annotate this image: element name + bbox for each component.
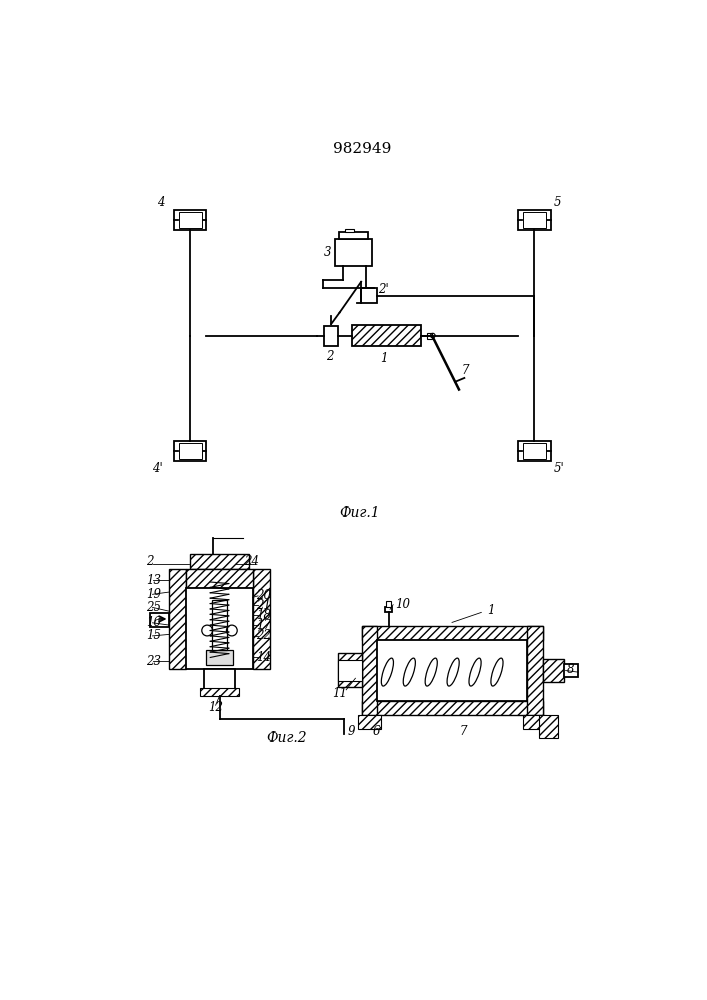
Text: 2: 2: [326, 350, 333, 363]
Bar: [361, 626, 542, 640]
Bar: [150, 613, 170, 627]
Text: Фиг.2: Фиг.2: [266, 731, 307, 745]
Text: Фиг.1: Фиг.1: [339, 506, 380, 520]
Text: 18: 18: [257, 609, 271, 622]
Text: 1: 1: [486, 604, 494, 617]
Bar: [206, 650, 233, 665]
Text: 10: 10: [395, 598, 409, 611]
Bar: [200, 688, 239, 696]
Bar: [361, 701, 542, 715]
Bar: [179, 212, 201, 228]
Bar: [190, 554, 249, 569]
Text: 12: 12: [208, 701, 223, 714]
Text: 1: 1: [380, 352, 388, 365]
Bar: [539, 715, 558, 738]
Bar: [252, 569, 269, 669]
Text: 5: 5: [554, 196, 561, 209]
Text: 16: 16: [146, 616, 161, 629]
Text: 2: 2: [146, 555, 154, 568]
Bar: [339, 660, 361, 681]
Text: 17: 17: [257, 619, 271, 632]
Bar: [386, 601, 391, 607]
Text: 6: 6: [373, 725, 380, 738]
Text: 982949: 982949: [333, 142, 391, 156]
Text: 25: 25: [146, 601, 161, 614]
Bar: [204, 669, 235, 696]
Bar: [325, 326, 338, 346]
Bar: [361, 288, 377, 303]
Text: 23: 23: [146, 655, 161, 668]
Text: 24: 24: [244, 555, 259, 568]
Text: 8: 8: [567, 663, 575, 676]
Text: 13: 13: [146, 574, 161, 587]
Text: 2': 2': [378, 283, 389, 296]
Bar: [187, 569, 252, 588]
Text: 7: 7: [460, 725, 467, 738]
Bar: [339, 232, 368, 239]
Text: 3: 3: [324, 246, 331, 259]
Bar: [527, 626, 542, 715]
Bar: [523, 212, 546, 228]
Bar: [518, 210, 551, 230]
Text: 7: 7: [461, 364, 469, 377]
Bar: [361, 626, 377, 715]
Bar: [174, 210, 206, 230]
Bar: [377, 640, 527, 701]
Bar: [358, 715, 381, 729]
Text: 15: 15: [146, 629, 161, 642]
Bar: [212, 600, 227, 650]
Bar: [523, 715, 547, 729]
Bar: [518, 441, 551, 461]
Bar: [564, 664, 578, 677]
Bar: [345, 229, 354, 232]
Bar: [339, 653, 361, 687]
Text: 20: 20: [257, 589, 271, 602]
Bar: [385, 607, 392, 612]
Text: 5': 5': [554, 462, 564, 475]
Text: 9: 9: [348, 725, 355, 738]
Bar: [523, 443, 546, 459]
Bar: [542, 659, 564, 682]
Text: 4: 4: [157, 196, 165, 209]
Bar: [352, 325, 421, 346]
Text: 22: 22: [257, 629, 271, 642]
Bar: [174, 441, 206, 461]
Bar: [428, 333, 432, 339]
Bar: [170, 569, 187, 669]
Text: 14: 14: [257, 651, 271, 664]
Text: 11: 11: [332, 687, 347, 700]
Text: 21: 21: [257, 599, 271, 612]
Bar: [179, 443, 201, 459]
Bar: [335, 239, 372, 266]
Text: 4': 4': [153, 462, 163, 475]
Bar: [187, 588, 252, 669]
Text: 19: 19: [146, 588, 161, 601]
